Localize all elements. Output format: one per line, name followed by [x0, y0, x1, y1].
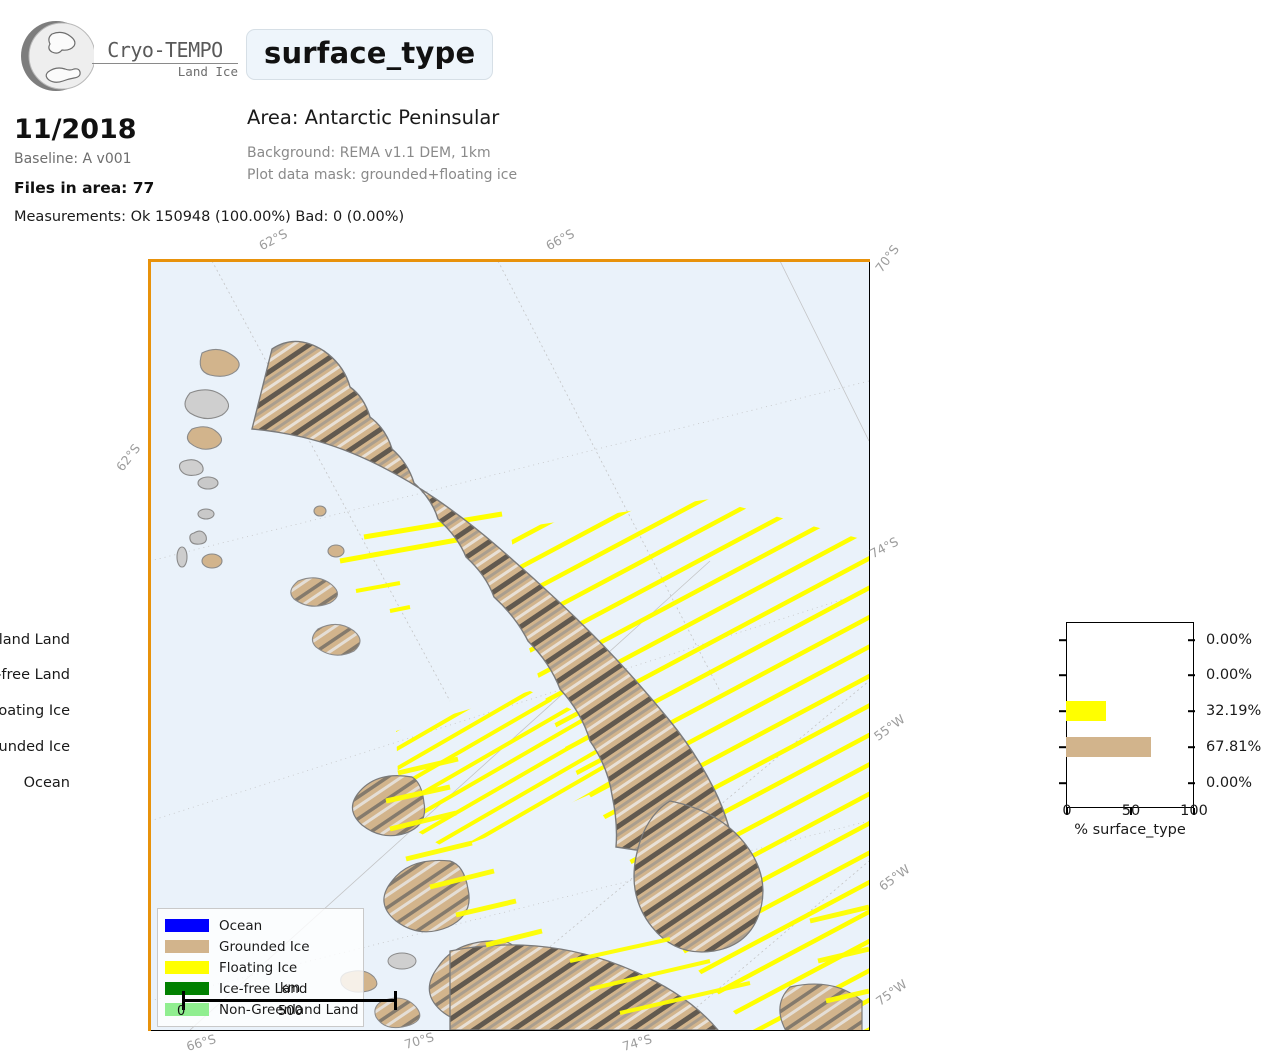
- chart-xaxis-title: % surface_type: [1074, 822, 1186, 838]
- chart-category-label-non-greenland-land: Non-Greenland Land: [0, 632, 70, 648]
- chart-xtick: [1130, 808, 1132, 815]
- chart-xtick: [1193, 808, 1195, 815]
- legend-label-grounded-ice: Grounded Ice: [219, 938, 310, 955]
- legend-label-floating-ice: Floating Ice: [219, 959, 298, 976]
- logo-divider: [92, 63, 238, 64]
- page-title: surface_type: [264, 36, 476, 70]
- logo-text: Cryo-TEMPO Land Ice: [90, 40, 240, 79]
- gridline-label: 62°S: [256, 225, 290, 254]
- chart-xtick-label-50: 50: [1121, 803, 1141, 819]
- bar-grounded-ice: [1066, 737, 1151, 757]
- gridline-label: 65°W: [875, 861, 913, 894]
- chart-xtick-label-0: 0: [1062, 803, 1072, 819]
- chart-ytick-right: [1188, 746, 1195, 748]
- legend-label-non-greenland-land: Non-Greenland Land: [219, 1001, 359, 1018]
- plot-mask-label: Plot data mask: grounded+floating ice: [247, 167, 518, 183]
- chart-ytick-right: [1188, 710, 1195, 712]
- baseline-label: Baseline: A v001: [14, 151, 132, 167]
- gridline-label: 74°S: [620, 1031, 654, 1054]
- gridline-label: 66°S: [543, 225, 577, 254]
- cryo-tempo-logo: Cryo-TEMPO Land Ice: [14, 10, 238, 100]
- chart-ytick-right: [1188, 782, 1195, 784]
- chart-xtick: [1066, 808, 1068, 815]
- bar-floating-ice: [1066, 701, 1107, 721]
- legend-swatch-ocean: [165, 919, 209, 932]
- islands-group: [175, 348, 627, 705]
- chart-value-ice-free-land: 0.00%: [1206, 667, 1253, 683]
- satellite-tracks-overlay: [384, 756, 869, 1015]
- chart-ytick-right: [1188, 674, 1195, 676]
- chart-value-non-greenland-land: 0.00%: [1206, 632, 1253, 648]
- logo-main-text: Cryo-TEMPO: [107, 38, 223, 62]
- satellite-tracks-upper: [339, 511, 502, 613]
- antarctic-peninsula: [250, 340, 863, 1030]
- map-graphic: [149, 260, 869, 1030]
- map-accent-top: [148, 259, 870, 262]
- chart-ytick: [1059, 782, 1066, 784]
- chart-category-label-grounded-ice: Grounded Ice: [0, 739, 70, 755]
- measurements-label: Measurements: Ok 150948 (100.00%) Bad: 0…: [14, 209, 405, 225]
- surface-type-bar-chart: [1066, 622, 1194, 808]
- map-canvas[interactable]: [149, 260, 869, 1030]
- files-in-area-label: Files in area: 77: [14, 179, 155, 197]
- legend-swatch-grounded-ice: [165, 940, 209, 953]
- chart-value-floating-ice: 32.19%: [1206, 703, 1262, 719]
- gridline-label: 70°S: [872, 241, 903, 276]
- background-label: Background: REMA v1.1 DEM, 1km: [247, 145, 491, 161]
- legend-swatch-floating-ice: [165, 961, 209, 974]
- chart-ytick: [1059, 639, 1066, 641]
- chart-category-label-ocean: Ocean: [23, 775, 70, 791]
- legend-item: Ocean: [165, 915, 355, 936]
- legend-swatch-non-greenland-land: [165, 1003, 209, 1016]
- chart-ytick-right: [1188, 639, 1195, 641]
- globe-icon: [21, 21, 94, 91]
- gridline-label: 55°W: [870, 711, 908, 744]
- chart-value-grounded-ice: 67.81%: [1206, 739, 1262, 755]
- chart-ytick: [1059, 746, 1066, 748]
- logo-sub-text: Land Ice: [177, 64, 238, 79]
- gridline-label: 62°S: [112, 441, 144, 474]
- gridline-label: 66°S: [184, 1031, 218, 1054]
- map-panel[interactable]: Ocean Grounded Ice Floating Ice Ice-free…: [148, 259, 870, 1031]
- legend-label-ice-free-land: Ice-free Land: [219, 980, 308, 997]
- date-label: 11/2018: [14, 114, 137, 145]
- chart-value-ocean: 0.00%: [1206, 775, 1253, 791]
- legend-item: Ice-free Land: [165, 978, 355, 999]
- legend-item: Grounded Ice: [165, 936, 355, 957]
- page-title-chip: surface_type: [246, 29, 494, 80]
- area-label: Area: Antarctic Peninsular: [247, 106, 500, 129]
- legend-item: Floating Ice: [165, 957, 355, 978]
- chart-ytick: [1059, 674, 1066, 676]
- chart-category-label-floating-ice: Floating Ice: [0, 703, 70, 719]
- chart-xtick-label-100: 100: [1180, 803, 1208, 819]
- legend-label-ocean: Ocean: [219, 917, 263, 934]
- map-accent-left: [148, 259, 151, 1031]
- map-legend: Ocean Grounded Ice Floating Ice Ice-free…: [157, 908, 364, 1027]
- gridline-label: 70°S: [402, 1029, 436, 1052]
- legend-swatch-ice-free-land: [165, 982, 209, 995]
- chart-category-label-ice-free-land: Ice-free Land: [0, 667, 70, 683]
- gridline-label: 75°W: [872, 976, 910, 1009]
- chart-ytick: [1059, 710, 1066, 712]
- gridline-label: 74°S: [867, 533, 901, 562]
- legend-item: Non-Greenland Land: [165, 999, 359, 1020]
